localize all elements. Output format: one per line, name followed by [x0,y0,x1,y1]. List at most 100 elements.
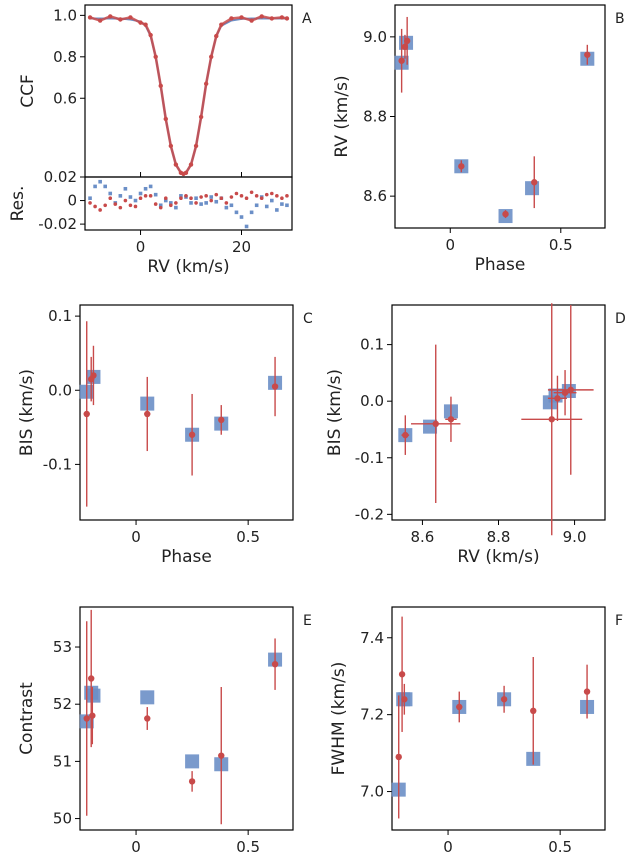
panel-a-res-red-point [239,194,244,198]
panel-a-red-point [214,33,219,39]
panel-a-red-point [269,16,275,21]
panel-d-xlabel: RV (km/s) [457,547,539,567]
panel-e-red-point [88,675,95,682]
panel-a-res-blue-point [103,184,107,189]
panel-a-res-blue-point [204,201,208,205]
panel-a-res-blue-point [224,205,229,210]
panel-a-blue-line [90,17,287,175]
panel-a-res-red-point [229,195,234,199]
panel-c-red-point [83,410,90,418]
panel-a-red-point [209,54,214,60]
panel-a-res-red-point [259,196,264,200]
panel-a-res-red-point [174,201,178,205]
panel-d-ytick-label: 0.0 [360,392,384,410]
panel-b-red-point [398,57,405,64]
panel-a-res-red-point [123,198,128,203]
panel-f-xtick-label: 0 [443,838,453,856]
panel-e-ytick-label: 50 [53,810,72,828]
panel-a-red-point [108,14,113,19]
panel-a-res-red-point [88,201,92,205]
panel-a-res-red-point [98,208,102,212]
panel-f-ytick-label: 7.2 [360,706,384,724]
panel-c-xtick-label: 0.5 [236,528,260,546]
panel-a-res-blue-point [244,224,249,229]
panel-a-ytick-label: 0.6 [53,89,77,107]
panel-e-frame [79,606,294,831]
panel-a-red-point [97,18,103,23]
panel-a-res-blue-point [249,210,254,215]
panel-d-ytick-label: -0.1 [355,449,384,467]
panel-d-xtick-label: 9.0 [563,528,587,546]
panel-a-res-red-point [270,191,274,196]
panel-a-res-blue-point [158,203,163,208]
panel-c-ytick-label: -0.1 [43,455,72,473]
panel-b-red-point [403,37,411,45]
panel-a-res-ylabel: Res. [8,186,28,222]
panel-a-red-point [153,54,158,60]
panel-a-res-red-point [169,203,173,208]
panel-a-res-blue-point [199,202,203,206]
panel-e-red-point [188,778,196,785]
panel-a-res-blue-point [285,203,289,208]
panel-d-red-point [561,389,569,396]
panel-f-red-point [395,753,402,761]
panel-e-ytick-label: 53 [53,638,72,656]
panel-c-xtick-label: 0 [131,528,141,546]
panel-a-res-blue-point [153,192,158,197]
panel-b-xtick-label: 0.5 [549,236,573,254]
panel-b-tag: B [615,11,625,27]
panel-a-res-red-point [199,195,203,199]
panel-a-red-point [148,32,153,38]
panel-a-red-point [259,14,264,19]
panel-a-res-red-point [138,196,143,200]
panel-a-res-red-point [194,201,198,205]
panel-b-ytick-label: 8.8 [363,108,387,126]
panel-a-res-red-point [179,196,183,200]
panel-d-red-point [548,416,555,423]
panel-a-res-red-point [118,205,123,210]
panel-d-xtick-label: 8.8 [487,528,511,546]
panel-f-ylabel: FWHM (km/s) [329,662,349,776]
panel-a-red-point [203,81,209,86]
panel-a-red-point [188,162,194,167]
panel-a-res-ytick-label: -0.02 [38,215,77,233]
panel-d-ylabel: BIS (km/s) [325,369,345,456]
panel-a-res-ytick-label: 0.02 [44,168,77,186]
panel-a-red-point [168,143,174,149]
panel-d-ytick-label: 0.1 [360,336,384,354]
panel-a-res-blue-point [179,194,183,198]
panel-a-red-point [158,83,163,89]
panel-e-red-point [83,715,90,722]
panel-a-res-red-point [184,194,188,198]
panel-a-res-red-point [285,194,289,198]
panel-a-red-point [138,20,143,25]
panel-b-xlabel: Phase [475,255,526,275]
panel-f-red-point [456,703,463,711]
panel-f-red-point [500,696,508,703]
panel-a-red-point [163,116,168,122]
panel-b-ytick-label: 9.0 [363,28,387,46]
panel-a-res-red-point [249,190,254,195]
panel-e-red-point [89,712,96,719]
panel-f-red-point [398,671,406,678]
panel-a-red-line [89,15,288,176]
panel-a-res-blue-point [123,186,128,191]
panel-a-res-ytick-label: 0 [67,192,77,210]
panel-a-res-red-point [254,194,259,198]
panel-e-blue-point [86,688,101,703]
panel-a-res-red-point [133,204,138,209]
panel-a-res-red-point [163,196,168,200]
panel-a-res-blue-point [174,205,178,210]
panel-a-res-blue-point [270,198,274,203]
panel-a-res-red-point [143,194,148,198]
panel-a-res-red-point [148,194,153,198]
panel-a-res-red-point [158,205,163,210]
panel-b-ytick-label: 8.6 [363,187,387,205]
panel-d-red-point [402,431,409,439]
panel-a-res-red-point [234,191,239,196]
panel-b-red-point [458,163,465,170]
panel-d-tag: D [615,311,626,327]
panel-a-res-red-point [275,194,279,198]
panel-a-res-red-point [108,196,113,200]
panel-a-res-xtick-label: 20 [232,238,251,256]
